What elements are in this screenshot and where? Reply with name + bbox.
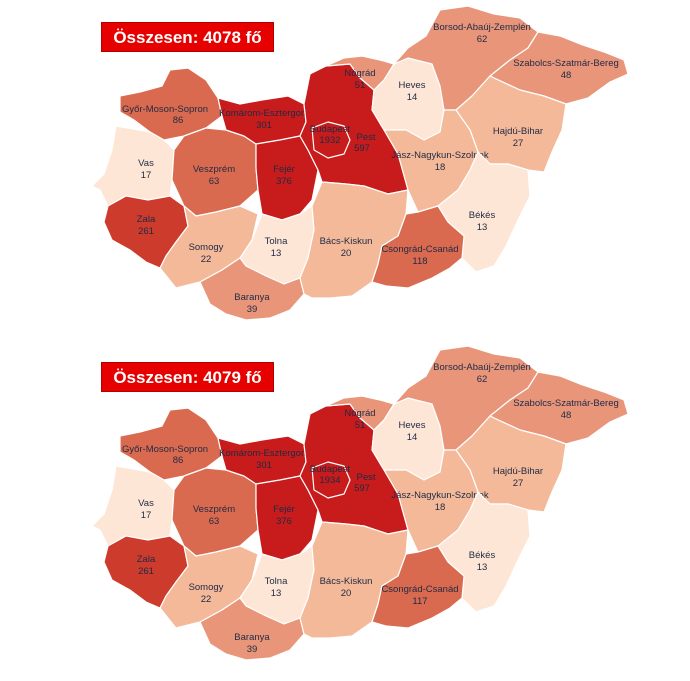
county-label: Jász-Nagykun-Szolnok: [391, 490, 488, 501]
county-label: Baranya: [234, 632, 270, 643]
county-value: 62: [477, 34, 488, 45]
county-value: 13: [271, 588, 282, 599]
county-veszprem: Veszprém 63: [171, 467, 259, 557]
map-panel-2: Győr-Moson-Sopron 86 Vas 17 Zala 261 Ves…: [0, 340, 690, 680]
county-value: 27: [513, 138, 524, 149]
county-budapest: Budapest 1934: [310, 461, 351, 499]
county-label: Győr-Moson-Sopron: [122, 444, 208, 455]
county-label: Tolna: [265, 576, 288, 587]
county-fejer: Fejér 376: [255, 135, 319, 221]
county-label: Békés: [469, 210, 496, 221]
county-hajdu: Hajdú-Bihar 27: [455, 75, 567, 173]
county-csongrad: Csongrád-Csanád 117: [371, 545, 465, 629]
county-label: Nógrád: [344, 408, 375, 419]
county-map-2: Győr-Moson-Sopron 86 Vas 17 Zala 261 Ves…: [91, 345, 629, 661]
county-value: 63: [209, 516, 220, 527]
county-value: 261: [138, 226, 154, 237]
county-value: 48: [561, 70, 572, 81]
county-label: Vas: [138, 158, 154, 169]
county-value: 597: [354, 143, 370, 154]
map-panel-1: Győr-Moson-Sopron 86 Vas 17 Zala 261 Ves…: [0, 0, 690, 340]
county-label: Somogy: [189, 242, 224, 253]
county-map-1: Győr-Moson-Sopron 86 Vas 17 Zala 261 Ves…: [91, 5, 629, 321]
county-label: Borsod-Abaúj-Zemplén: [433, 362, 531, 373]
county-value: 17: [141, 510, 152, 521]
county-label: Zala: [137, 214, 156, 225]
total-badge: Összesen: 4079 fő: [101, 362, 274, 392]
county-label: Fejér: [273, 164, 295, 175]
county-value: 301: [256, 460, 272, 471]
county-label: Pest: [356, 472, 375, 483]
county-value: 301: [256, 120, 272, 131]
county-csongrad: Csongrád-Csanád 118: [371, 205, 465, 289]
county-label: Zala: [137, 554, 156, 565]
county-label: Heves: [399, 80, 426, 91]
county-vas: Vas 17: [91, 125, 175, 207]
county-value: 14: [407, 432, 418, 443]
county-value: 86: [173, 115, 184, 126]
county-value: 39: [247, 644, 258, 655]
county-label: Csongrád-Csanád: [381, 244, 458, 255]
county-label: Somogy: [189, 582, 224, 593]
county-label: Hajdú-Bihar: [493, 466, 543, 477]
county-label: Budapest: [310, 464, 351, 475]
county-value: 13: [477, 222, 488, 233]
county-label: Bács-Kiskun: [320, 576, 373, 587]
county-value: 86: [173, 455, 184, 466]
county-label: Budapest: [310, 124, 351, 135]
county-value: 20: [341, 248, 352, 259]
county-fejer: Fejér 376: [255, 475, 319, 561]
county-value: 376: [276, 516, 292, 527]
county-value: 22: [201, 254, 212, 265]
county-value: 62: [477, 374, 488, 385]
county-value: 597: [354, 483, 370, 494]
county-value: 13: [271, 248, 282, 259]
county-label: Jász-Nagykun-Szolnok: [391, 150, 488, 161]
county-label: Veszprém: [193, 164, 235, 175]
county-label: Csongrád-Csanád: [381, 584, 458, 595]
county-value: 1934: [319, 475, 340, 486]
county-label: Hajdú-Bihar: [493, 126, 543, 137]
county-value: 51: [355, 80, 366, 91]
county-label: Veszprém: [193, 504, 235, 515]
county-vas: Vas 17: [91, 465, 175, 547]
county-label: Tolna: [265, 236, 288, 247]
county-value: 118: [412, 256, 427, 267]
county-value: 261: [138, 566, 154, 577]
county-value: 13: [477, 562, 488, 573]
county-value: 376: [276, 176, 292, 187]
county-label: Győr-Moson-Sopron: [122, 104, 208, 115]
county-value: 17: [141, 170, 152, 181]
county-label: Szabolcs-Szatmár-Bereg: [513, 58, 619, 69]
county-value: 39: [247, 304, 258, 315]
county-value: 22: [201, 594, 212, 605]
county-label: Heves: [399, 420, 426, 431]
county-value: 51: [355, 420, 366, 431]
county-value: 18: [435, 502, 446, 513]
county-value: 48: [561, 410, 572, 421]
county-label: Békés: [469, 550, 496, 561]
county-value: 117: [412, 596, 427, 607]
county-budapest: Budapest 1932: [310, 121, 351, 159]
county-value: 18: [435, 162, 446, 173]
county-label: Baranya: [234, 292, 270, 303]
county-label: Pest: [356, 132, 375, 143]
county-value: 63: [209, 176, 220, 187]
county-value: 14: [407, 92, 418, 103]
county-label: Komárom-Esztergom: [219, 448, 309, 459]
county-value: 27: [513, 478, 524, 489]
county-label: Borsod-Abaúj-Zemplén: [433, 22, 531, 33]
county-value: 1932: [319, 135, 340, 146]
county-veszprem: Veszprém 63: [171, 127, 259, 217]
county-label: Bács-Kiskun: [320, 236, 373, 247]
total-badge: Összesen: 4078 fő: [101, 22, 274, 52]
county-label: Szabolcs-Szatmár-Bereg: [513, 398, 619, 409]
county-value: 20: [341, 588, 352, 599]
county-label: Nógrád: [344, 68, 375, 79]
county-label: Vas: [138, 498, 154, 509]
county-label: Komárom-Esztergom: [219, 108, 309, 119]
county-label: Fejér: [273, 504, 295, 515]
